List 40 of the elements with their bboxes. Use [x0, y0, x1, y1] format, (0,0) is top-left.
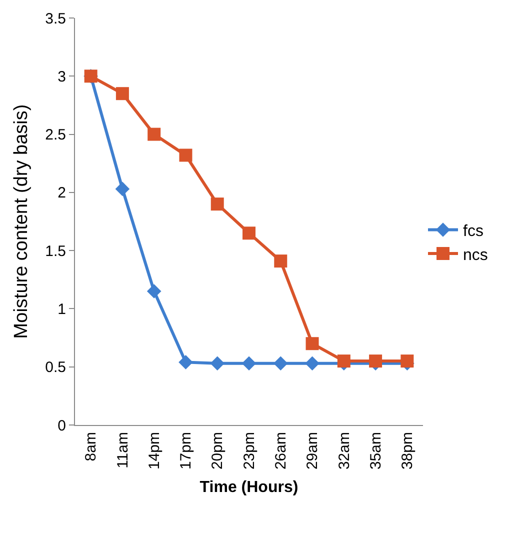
y-tick-label: 1 [58, 300, 66, 318]
x-tick-label: 32am [336, 432, 353, 470]
point [242, 356, 256, 371]
point [305, 356, 320, 371]
y-tick-label: 3 [58, 68, 66, 86]
y-tick-label: 2 [58, 184, 66, 202]
x-tick-label: 14pm [146, 432, 163, 470]
y-axis-title: Moisture content (dry basis) [11, 104, 32, 339]
point [179, 148, 192, 162]
x-tick-label: 38pm [399, 432, 416, 470]
point [178, 355, 193, 370]
point [148, 128, 161, 141]
y-tick-label: 0.5 [45, 359, 66, 376]
x-axis-title: Time (Hours) [200, 479, 298, 496]
x-tick-label: 26am [272, 432, 290, 470]
point [116, 87, 129, 100]
x-tick-label: 11am [114, 432, 132, 468]
legend-label: fcs [463, 222, 484, 240]
point [400, 354, 414, 368]
x-tick-label: 20pm [209, 432, 226, 470]
point [337, 354, 350, 368]
y-tick-label: 3.5 [45, 10, 66, 28]
point [146, 284, 162, 298]
point [115, 182, 130, 196]
point [273, 356, 288, 371]
x-tick-label: 23pm [240, 432, 258, 470]
x-tick-label: 8am [82, 432, 100, 462]
x-tick-label: 29am [304, 432, 322, 470]
point [242, 226, 256, 240]
point [306, 337, 319, 350]
point [274, 254, 288, 268]
y-tick-label: 1.5 [45, 242, 66, 260]
point [210, 356, 225, 371]
point [210, 198, 224, 211]
y-tick-label: 2.5 [45, 126, 66, 144]
x-tick-label: 17pm [178, 432, 195, 470]
y-tick-label: 0 [58, 417, 66, 434]
x-tick-label: 35am [367, 432, 384, 470]
legend-label: ncs [463, 246, 488, 264]
point [369, 354, 382, 368]
